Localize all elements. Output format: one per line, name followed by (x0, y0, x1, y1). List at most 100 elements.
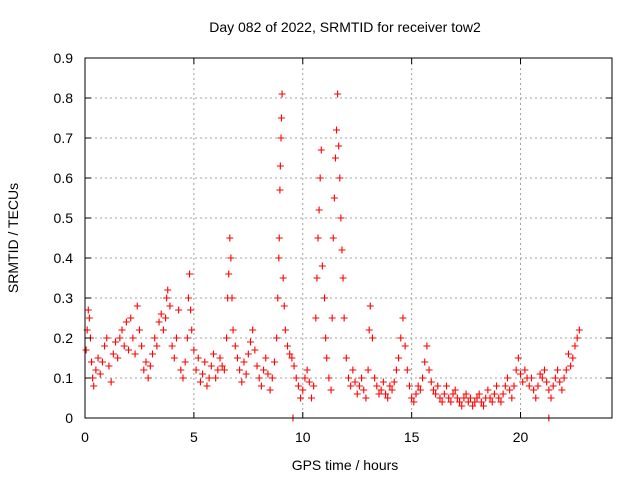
data-point (423, 342, 431, 350)
data-point (512, 366, 520, 374)
data-point (281, 326, 289, 334)
data-point (129, 334, 137, 342)
data-point (514, 354, 522, 362)
data-point (274, 294, 282, 302)
data-point (337, 214, 345, 222)
data-point (236, 366, 244, 374)
data-point (355, 382, 363, 390)
data-point (366, 302, 374, 310)
data-point (427, 378, 435, 386)
data-point (98, 358, 106, 366)
data-point (360, 386, 368, 394)
data-point (471, 398, 479, 406)
data-point (313, 274, 321, 282)
data-point (329, 234, 337, 242)
data-point (456, 398, 464, 406)
data-point (525, 382, 533, 390)
data-point (543, 378, 551, 386)
data-point (255, 374, 263, 382)
data-point (270, 358, 278, 366)
data-point (480, 402, 488, 410)
data-point (294, 382, 302, 390)
data-point (146, 362, 154, 370)
data-point (290, 362, 298, 370)
data-point (342, 354, 350, 362)
data-point (247, 338, 255, 346)
data-point (399, 314, 407, 322)
x-tick-label: 20 (513, 429, 529, 445)
y-tick-label: 0.7 (54, 130, 74, 146)
data-point (488, 398, 496, 406)
data-point (212, 374, 220, 382)
data-point (436, 394, 444, 402)
data-point (347, 382, 355, 390)
data-point (495, 394, 503, 402)
data-point (168, 342, 176, 350)
data-point (421, 358, 429, 366)
data-point (96, 370, 104, 378)
x-tick-labels: 0 5 10 15 20 (81, 429, 528, 445)
data-point (323, 354, 331, 362)
data-point (312, 314, 320, 322)
data-point (159, 326, 167, 334)
data-point (190, 346, 198, 354)
data-point (257, 382, 265, 390)
data-point (408, 394, 416, 402)
data-point (451, 386, 459, 394)
data-point (201, 358, 209, 366)
data-point (397, 334, 405, 342)
data-point (220, 366, 228, 374)
data-point (562, 366, 570, 374)
data-point (386, 382, 394, 390)
data-point (299, 386, 307, 394)
data-point (517, 370, 525, 378)
data-point (521, 366, 529, 374)
data-point (151, 334, 159, 342)
data-point (276, 162, 284, 170)
data-point (122, 318, 130, 326)
data-point (199, 370, 207, 378)
data-point (268, 374, 276, 382)
data-point (192, 366, 200, 374)
data-point (109, 350, 117, 358)
data-point (314, 234, 322, 242)
plot-frame (84, 57, 613, 419)
data-point (547, 394, 555, 402)
data-point (412, 390, 420, 398)
data-point (575, 326, 583, 334)
data-point (262, 354, 270, 362)
data-point (506, 386, 514, 394)
data-point (382, 390, 390, 398)
data-point (384, 394, 392, 402)
data-point (138, 342, 146, 350)
data-point (301, 374, 309, 382)
data-point (419, 374, 427, 382)
data-point (560, 374, 568, 382)
data-point (336, 174, 344, 182)
data-point (330, 194, 338, 202)
data-point (490, 390, 498, 398)
data-point (276, 186, 284, 194)
data-point (260, 366, 268, 374)
x-tick-label: 0 (81, 429, 89, 445)
data-point (429, 386, 437, 394)
axis-ticks (84, 57, 612, 419)
data-point (379, 378, 387, 386)
data-point (111, 338, 119, 346)
data-point (116, 334, 124, 342)
data-point (540, 366, 548, 374)
data-point (549, 382, 557, 390)
data-point (571, 342, 579, 350)
data-point (339, 274, 347, 282)
data-point (90, 382, 98, 390)
data-point (497, 398, 505, 406)
data-point (493, 382, 501, 390)
data-point (401, 342, 409, 350)
data-point (416, 386, 424, 394)
data-point (133, 302, 141, 310)
data-point (388, 386, 396, 394)
data-point (368, 334, 376, 342)
data-point (395, 354, 403, 362)
data-point (164, 286, 172, 294)
data-point (532, 394, 540, 402)
